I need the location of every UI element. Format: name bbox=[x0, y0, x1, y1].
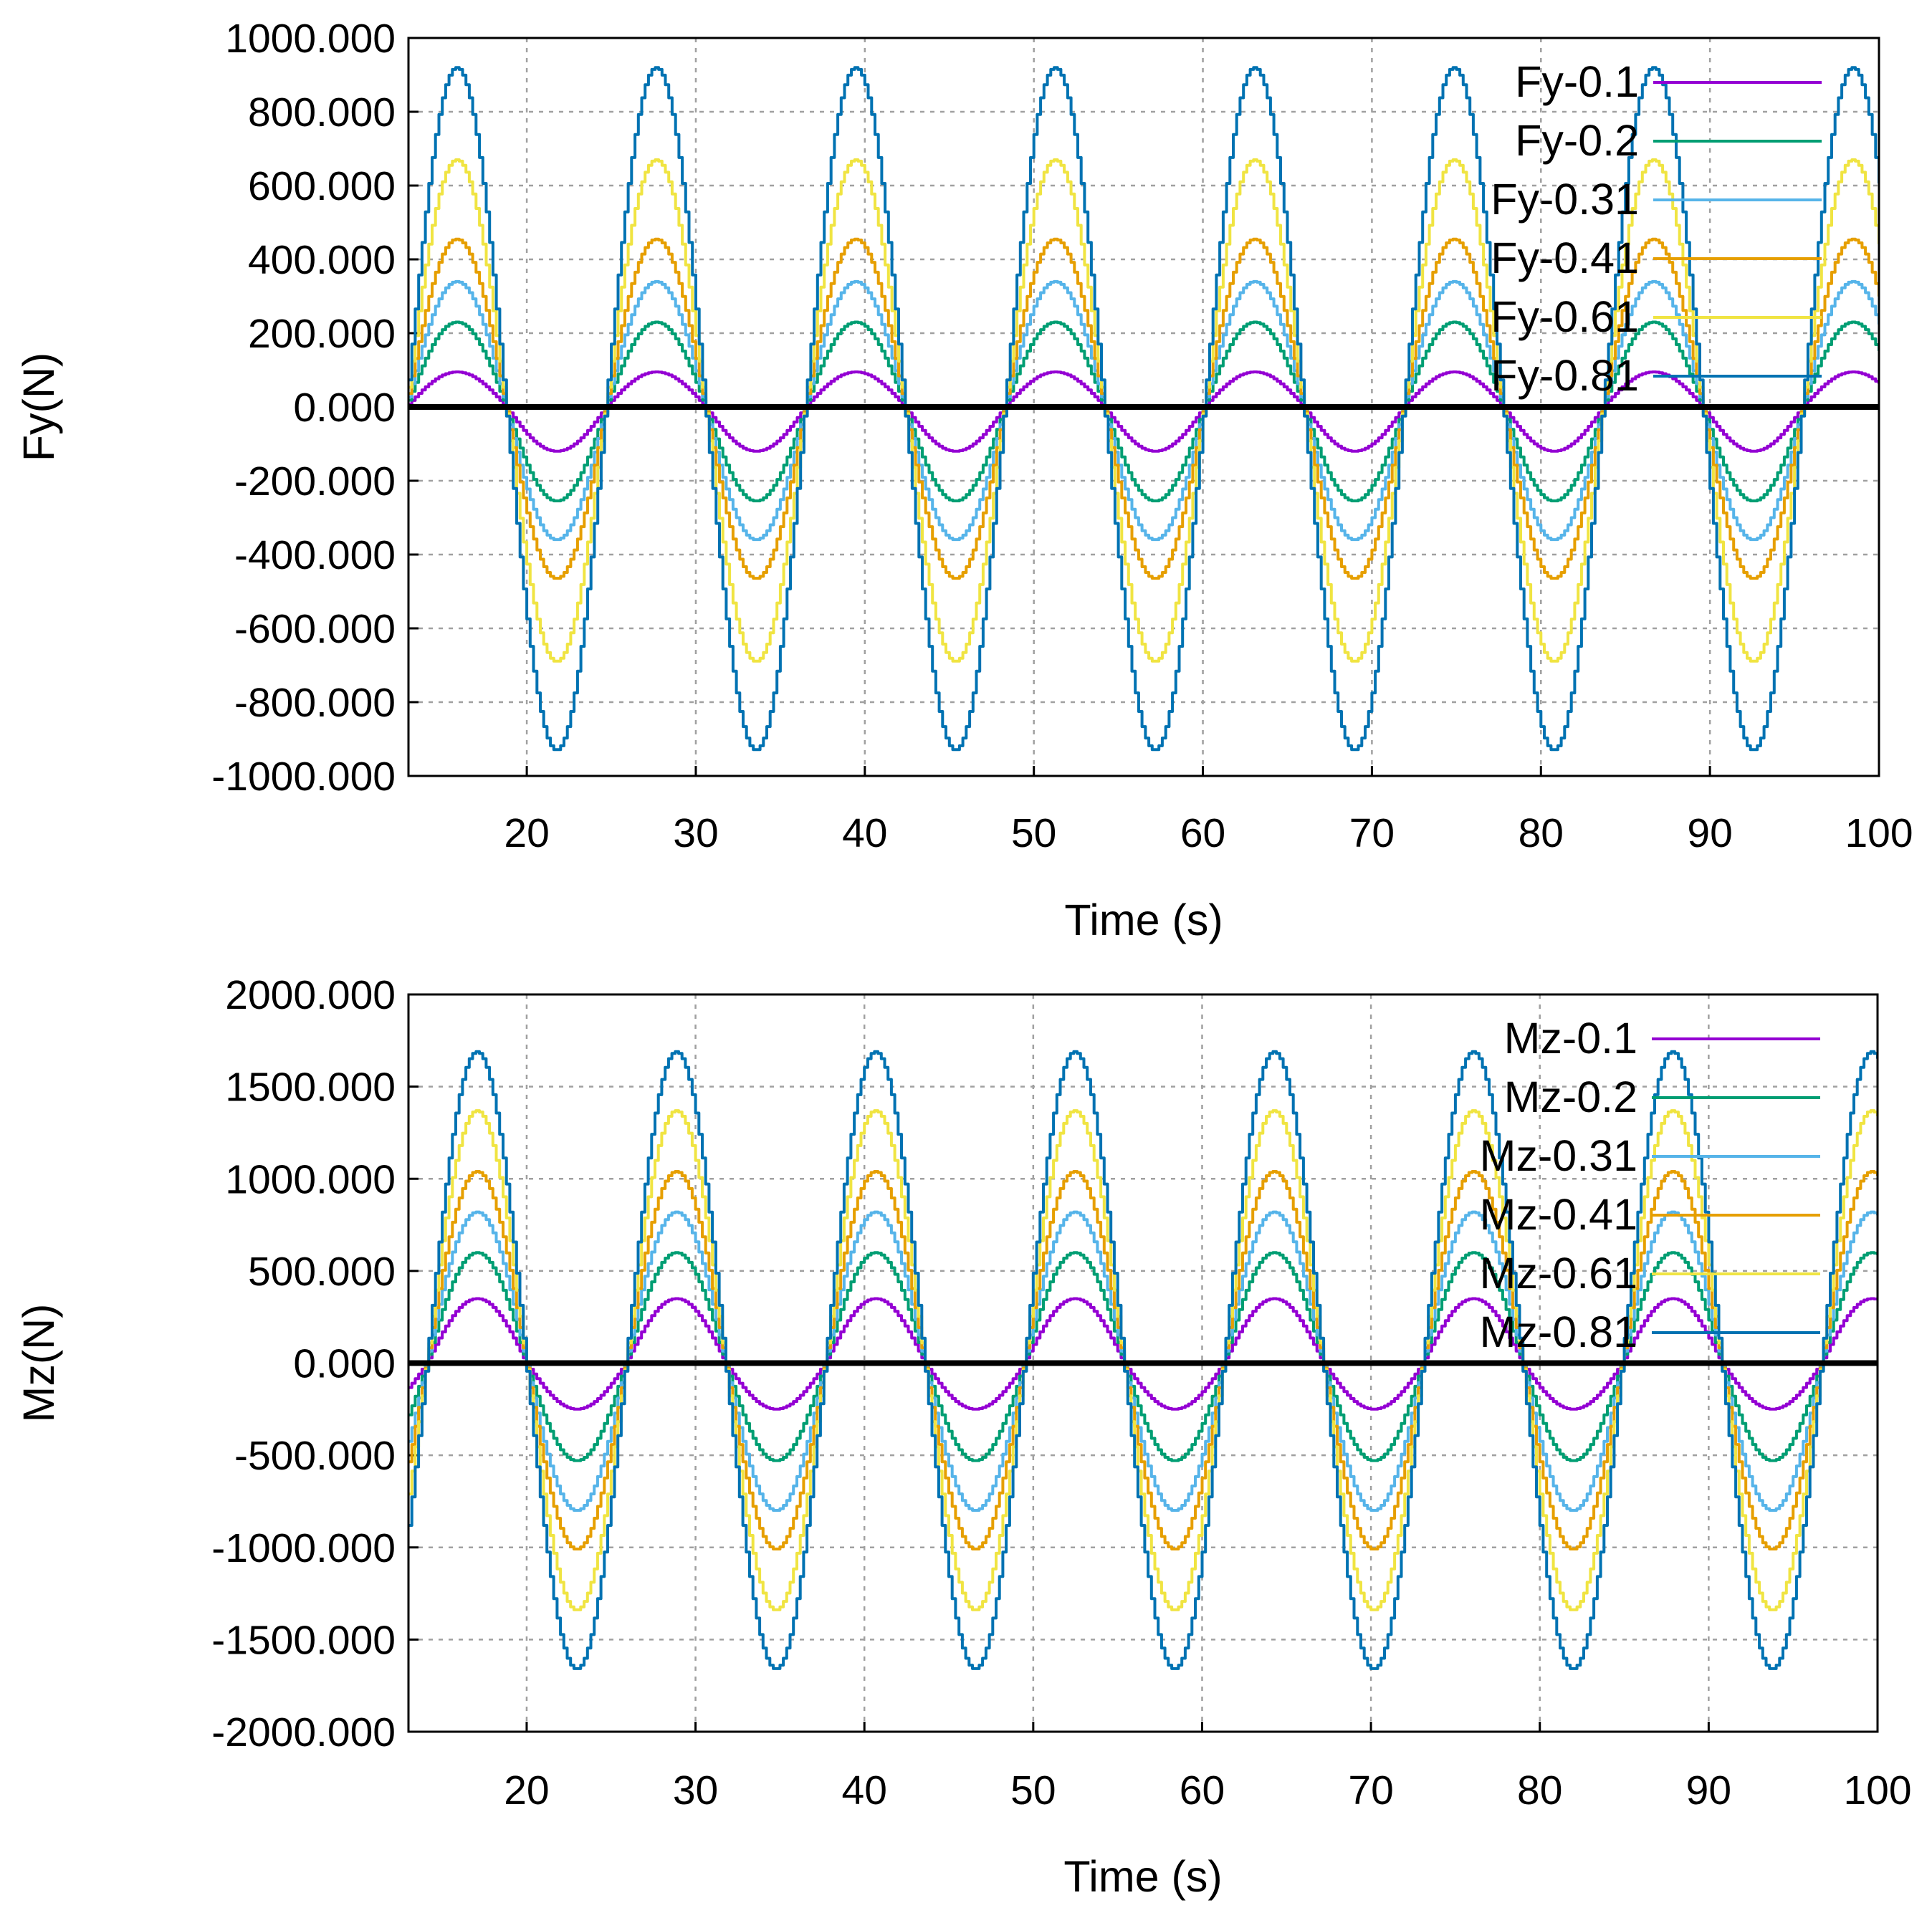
fy-xtick-label: 20 bbox=[504, 810, 549, 856]
fy-series-fy-0-31 bbox=[408, 279, 1879, 542]
fy-legend-label: Fy-0.81 bbox=[1491, 351, 1639, 400]
mz-xtick-label: 100 bbox=[1843, 1768, 1911, 1813]
mz-legend-label: Mz-0.41 bbox=[1480, 1190, 1637, 1239]
mz-x-axis-title: Time (s) bbox=[1063, 1852, 1222, 1901]
mz-series-mz-0-81 bbox=[408, 1050, 1878, 1670]
mz-legend-label: Mz-0.31 bbox=[1480, 1131, 1637, 1180]
fy-ytick-label: -200.000 bbox=[234, 459, 396, 504]
fy-xtick-label: 100 bbox=[1845, 810, 1913, 856]
fy-y-axis-title: Fy(N) bbox=[14, 353, 63, 461]
mz-ytick-label: -1000.000 bbox=[211, 1525, 396, 1571]
fy-ytick-label: 1000.000 bbox=[225, 16, 396, 62]
fy-ytick-label: 200.000 bbox=[248, 311, 396, 357]
fy-ytick-label: -600.000 bbox=[234, 606, 396, 652]
mz-chart: -2000.000 -1500.000 -1000.000 -500.000 0.000… bbox=[14, 972, 1912, 1901]
fy-ytick-label: -800.000 bbox=[234, 680, 396, 726]
fy-xtick-label: 50 bbox=[1011, 810, 1056, 856]
fy-xtick-label: 80 bbox=[1519, 810, 1564, 856]
fy-ytick-label: 0.000 bbox=[293, 385, 396, 431]
mz-ytick-label: -2000.000 bbox=[211, 1710, 396, 1755]
fy-xtick-label: 70 bbox=[1349, 810, 1395, 856]
mz-ytick-label: -500.000 bbox=[234, 1433, 396, 1479]
mz-plot-frame bbox=[407, 993, 1879, 1733]
mz-series-mz-0-41 bbox=[408, 1170, 1878, 1550]
mz-ytick-label: 500.000 bbox=[248, 1249, 396, 1295]
mz-xtick-label: 80 bbox=[1517, 1768, 1562, 1813]
fy-ytick-label: 800.000 bbox=[248, 90, 396, 135]
mz-legend-label: Mz-0.1 bbox=[1504, 1014, 1637, 1063]
mz-xtick-label: 40 bbox=[842, 1768, 887, 1813]
mz-legend-label: Mz-0.81 bbox=[1480, 1308, 1637, 1356]
mz-xtick-label: 60 bbox=[1180, 1768, 1225, 1813]
mz-series-mz-0-31 bbox=[408, 1210, 1878, 1512]
fy-xtick-label: 40 bbox=[842, 810, 887, 856]
fy-xtick-label: 90 bbox=[1687, 810, 1732, 856]
mz-xtick-label: 50 bbox=[1010, 1768, 1056, 1813]
fy-series-fy-0-81 bbox=[408, 66, 1879, 752]
fy-chart: -1000.000 -800.000 -600.000 -400.000 -200.00… bbox=[14, 16, 1913, 944]
fy-ytick-label: -1000.000 bbox=[211, 754, 396, 800]
fy-ytick-label: 600.000 bbox=[248, 163, 396, 209]
mz-xtick-label: 70 bbox=[1348, 1768, 1393, 1813]
fy-legend-label: Fy-0.31 bbox=[1491, 175, 1639, 224]
mz-y-axis-title: Mz(N) bbox=[14, 1304, 63, 1423]
fy-ytick-label: -400.000 bbox=[234, 532, 396, 578]
mz-ytick-label: 2000.000 bbox=[225, 972, 396, 1018]
mz-ytick-label: 0.000 bbox=[293, 1341, 396, 1387]
mz-series-mz-0-61 bbox=[408, 1109, 1878, 1611]
fy-series-fy-0-41 bbox=[408, 237, 1879, 580]
mz-legend-label: Mz-0.61 bbox=[1480, 1249, 1637, 1298]
mz-series-mz-0-2 bbox=[408, 1251, 1878, 1462]
mz-legend-label: Mz-0.2 bbox=[1504, 1073, 1637, 1121]
fy-legend-label: Fy-0.1 bbox=[1515, 57, 1639, 106]
fy-ytick-label: 400.000 bbox=[248, 237, 396, 283]
mz-ytick-label: 1500.000 bbox=[225, 1065, 396, 1111]
mz-ytick-label: -1500.000 bbox=[211, 1617, 396, 1663]
mz-xtick-label: 90 bbox=[1686, 1768, 1731, 1813]
mz-xtick-label: 20 bbox=[504, 1768, 549, 1813]
fy-series-fy-0-2 bbox=[408, 320, 1879, 503]
fy-series-fy-0-61 bbox=[408, 158, 1879, 663]
fy-legend-label: Fy-0.61 bbox=[1491, 292, 1639, 341]
fy-xtick-label: 60 bbox=[1180, 810, 1225, 856]
fy-xtick-label: 30 bbox=[673, 810, 718, 856]
fy-plot-frame bbox=[407, 37, 1880, 777]
mz-series-mz-0-1 bbox=[408, 1297, 1878, 1411]
fy-series-fy-0-1 bbox=[408, 370, 1879, 453]
fy-legend-label: Fy-0.2 bbox=[1515, 116, 1639, 165]
mz-xtick-label: 30 bbox=[673, 1768, 718, 1813]
fy-legend-label: Fy-0.41 bbox=[1491, 234, 1639, 282]
fy-x-axis-title: Time (s) bbox=[1064, 896, 1223, 944]
mz-ytick-label: 1000.000 bbox=[225, 1156, 396, 1202]
